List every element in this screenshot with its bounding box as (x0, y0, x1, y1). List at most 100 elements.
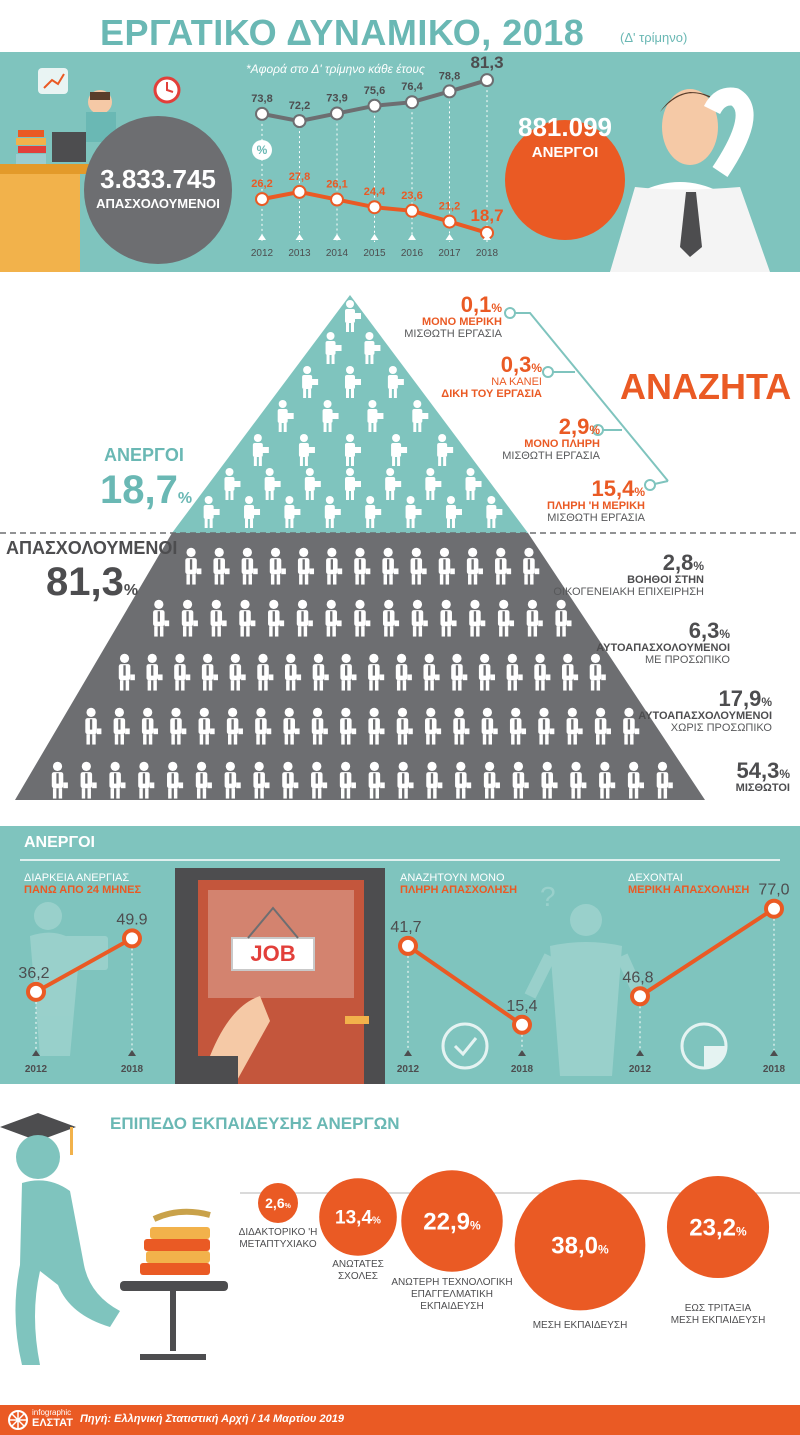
unemployed-section-title: ΑΝΕΡΓΟΙ (24, 834, 95, 851)
unemployed-data-label: 26,1 (326, 179, 347, 191)
bubble-category-label: ΜΕΤΑΠΤΥΧΙΑΚΟ (239, 1239, 317, 1250)
person-icon (397, 761, 414, 799)
data-label: 46,8 (622, 969, 653, 986)
person-icon (594, 707, 611, 745)
person-icon (387, 366, 404, 398)
person-icon (627, 761, 645, 799)
person-icon (167, 761, 184, 799)
person-icon (201, 653, 218, 691)
person-icon (469, 599, 486, 637)
job-sign-text: JOB (250, 941, 296, 966)
bubble-category-label: ΔΙΔΑΚΤΟΡΙΚΟ 'Η (239, 1227, 318, 1238)
panel-title-full-time: ΑΝΑΖΗΤΟΥΝ ΜΟΝΟ ΠΛΗΡΗ ΑΠΑΣΧΟΛΗΣΗ (400, 872, 518, 896)
employed-point (480, 73, 494, 88)
person-icon (257, 653, 274, 691)
page-subtitle: (Δ' τρίμηνο) (620, 30, 688, 45)
person-icon (244, 496, 261, 528)
bubble (258, 1183, 298, 1223)
person-icon (325, 599, 342, 637)
bubble-category-label: ΜΕΣΗ ΕΚΠΑΙΔΕΥΣΗ (533, 1320, 628, 1331)
person-icon (405, 496, 422, 528)
person-icon (410, 547, 427, 585)
person-icon (506, 653, 523, 691)
job-sign (231, 937, 315, 971)
unemployed-point (367, 200, 382, 215)
education-section: 2,6%ΔΙΔΑΚΤΟΡΙΚΟ 'ΗΜΕΤΑΠΤΥΧΙΑΚΟ13,4%ΑΝΩΤΑ… (0, 1113, 800, 1365)
person-icon (453, 707, 470, 745)
data-label: 15,4 (506, 998, 537, 1015)
pyramid-employed-pct: 81,3% (46, 560, 139, 604)
x-tick-label: 2018 (763, 1064, 786, 1075)
panel-title-part-time: ΔΕΧΟΝΤΑΙ ΜΕΡΙΚΗ ΑΠΑΣΧΟΛΗΣΗ (628, 872, 750, 896)
mini-trend-charts: 36,2 2012 49.9 2018 41,7 2012 15,4 2018 46,8 2012… (18, 882, 789, 1075)
person-icon (153, 599, 170, 637)
person-icon (255, 707, 272, 745)
question-mark-icon: ? (540, 881, 556, 912)
data-label: 36,2 (18, 965, 49, 982)
person-icon (322, 400, 339, 432)
seeking-item: 0,3% ΝΑ ΚΑΝΕΙ ΔΙΚΗ ΤΟΥ ΕΡΓΑΣΙΑ (441, 352, 542, 401)
person-icon (113, 707, 130, 745)
bubble-category-label: ΑΝΩΤΕΡΗ ΤΕΧΝΟΛΟΓΙΚΗ (391, 1277, 512, 1288)
person-icon (195, 761, 212, 799)
tick-marker (770, 1050, 778, 1056)
employment-type-item: 54,3% ΜΙΣΘΩΤΟΙ (735, 758, 790, 795)
person-icon (512, 761, 529, 799)
person-icon (253, 761, 270, 799)
unemployed-point (405, 203, 419, 218)
unemployed-graphics: ? 36,2 2012 49.9 2018 41,7 2012 15,4 2018 46,8 20… (18, 859, 790, 1084)
employed-value: 3.833.745 (100, 164, 216, 194)
person-icon (534, 653, 551, 691)
x-tick-label: 2012 (397, 1064, 420, 1075)
x-tick-label: 2012 (25, 1064, 48, 1075)
person-icon (226, 707, 243, 745)
unemployed-value: 881.099 (518, 112, 612, 142)
pyramid-unemployed-pct: 18,7% (100, 468, 193, 512)
person-icon (203, 496, 220, 528)
person-icon (623, 707, 640, 745)
person-icon (354, 547, 371, 585)
tick-marker (408, 234, 416, 240)
person-icon (396, 707, 413, 745)
tick-marker (258, 234, 266, 240)
person-icon (368, 761, 385, 799)
bubble (514, 1179, 646, 1311)
person-icon (213, 547, 230, 585)
tick-marker (128, 1050, 136, 1056)
person-icon (345, 468, 361, 500)
person-icon (312, 653, 329, 691)
x-tick-label: 2018 (511, 1064, 534, 1075)
person-icon (282, 761, 299, 799)
person-icon (425, 468, 442, 500)
unemployed-point (442, 214, 457, 229)
person-icon (345, 434, 361, 466)
footnote: *Αφορά στο Δ' τρίμηνο κάθε έτους (246, 62, 425, 76)
person-icon (325, 332, 342, 364)
unemployed-data-label: 23,6 (401, 190, 422, 202)
chair-icon (120, 1281, 228, 1291)
person-icon (304, 468, 321, 500)
bubble-value: 13,4% (335, 1208, 381, 1229)
person-icon (326, 547, 343, 585)
elstat-logo: infographic ΕΛΣΤΑΤ (8, 1408, 73, 1432)
tick-marker (370, 234, 379, 240)
person-icon (146, 653, 163, 691)
unemployed-data-label: 21,2 (439, 201, 460, 213)
data-point (512, 1014, 532, 1035)
unemployed-data-label: 18,7 (470, 206, 503, 225)
employed-data-label: 81,3 (470, 53, 503, 72)
person-icon (298, 434, 315, 466)
unemployed-section: ? 36,2 2012 49.9 2018 41,7 2012 15,4 2018 46,8 20… (0, 826, 800, 1084)
panel-title-duration: ΔΙΑΡΚΕΙΑ ΑΝΕΡΓΙΑΣ ΠΑΝΩ ΑΠΟ 24 ΜΗΝΕΣ (24, 872, 142, 896)
person-icon (455, 761, 472, 799)
employed-point (255, 106, 269, 121)
person-icon (210, 599, 227, 637)
x-tick-label: 2012 (629, 1064, 652, 1075)
person-icon (589, 653, 606, 691)
employed-point (442, 84, 457, 99)
x-tick-label: 2015 (363, 248, 386, 259)
education-bubbles: 2,6%ΔΙΔΑΚΤΟΡΙΚΟ 'ΗΜΕΤΑΠΤΥΧΙΑΚΟ13,4%ΑΝΩΤΑ… (110, 1114, 770, 1331)
person-icon (538, 707, 555, 745)
person-icon (118, 653, 135, 691)
data-label: 41,7 (390, 919, 421, 936)
